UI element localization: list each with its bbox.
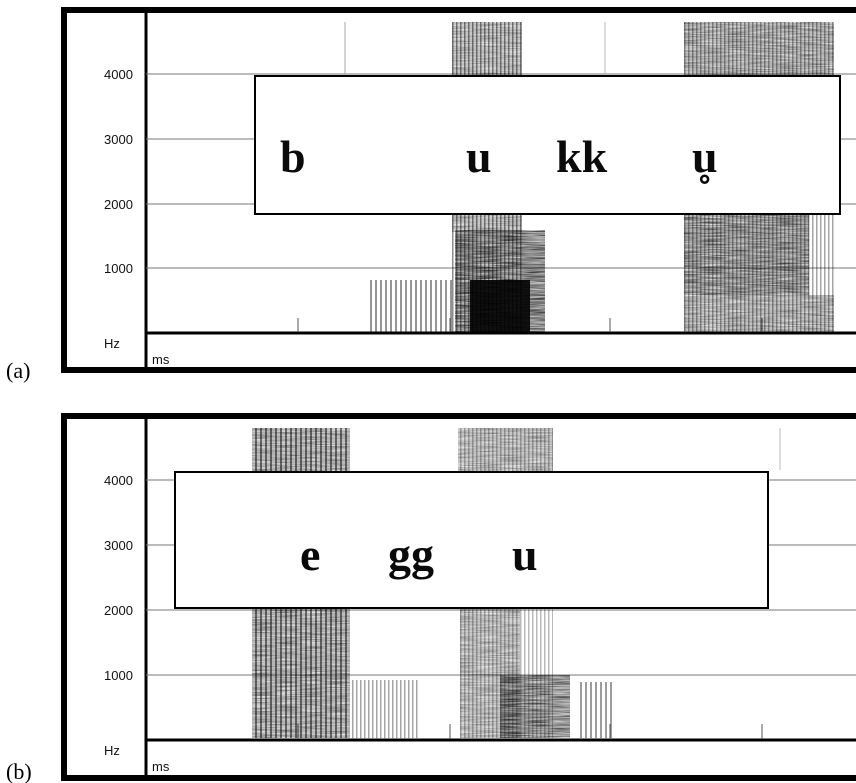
panel-b-y-unit: Hz bbox=[104, 743, 120, 758]
panel-b: (b) 4000 3000 2000 1000 Hz ms bbox=[6, 413, 856, 783]
panel-b-ytick-4000: 4000 bbox=[104, 473, 133, 488]
panel-a-y-unit: Hz bbox=[104, 336, 120, 351]
panel-a-ytick-2000: 2000 bbox=[104, 197, 133, 212]
panel-b-ytick-3000: 3000 bbox=[104, 538, 133, 553]
panel-b-ytick-2000: 2000 bbox=[104, 603, 133, 618]
panel-b-segment-e: e bbox=[300, 529, 320, 580]
panel-a-ytick-4000: 4000 bbox=[104, 67, 133, 82]
panel-b-segment-box bbox=[174, 471, 769, 609]
panel-a-ytick-3000: 3000 bbox=[104, 132, 133, 147]
panel-b-ytick-1000: 1000 bbox=[104, 668, 133, 683]
panel-a-x-unit: ms bbox=[152, 352, 170, 367]
panel-a-segment-u-devoiced: u̥ bbox=[692, 131, 718, 184]
panel-a-segment-u: u bbox=[466, 131, 492, 182]
panel-b-x-unit: ms bbox=[152, 759, 170, 774]
panel-a-ytick-1000: 1000 bbox=[104, 261, 133, 276]
panel-a-segment-kk: kk bbox=[556, 131, 608, 182]
panel-b-segment-u: u bbox=[512, 529, 538, 580]
panel-b-label: (b) bbox=[6, 759, 32, 783]
panel-a-segment-box bbox=[254, 75, 841, 215]
panel-a-label: (a) bbox=[6, 358, 30, 383]
panel-a-segment-b: b bbox=[280, 131, 306, 182]
panel-a: (a) 4000 3000 2000 1000 Hz ms bbox=[6, 7, 856, 383]
panel-b-segment-gg: gg bbox=[388, 529, 434, 580]
